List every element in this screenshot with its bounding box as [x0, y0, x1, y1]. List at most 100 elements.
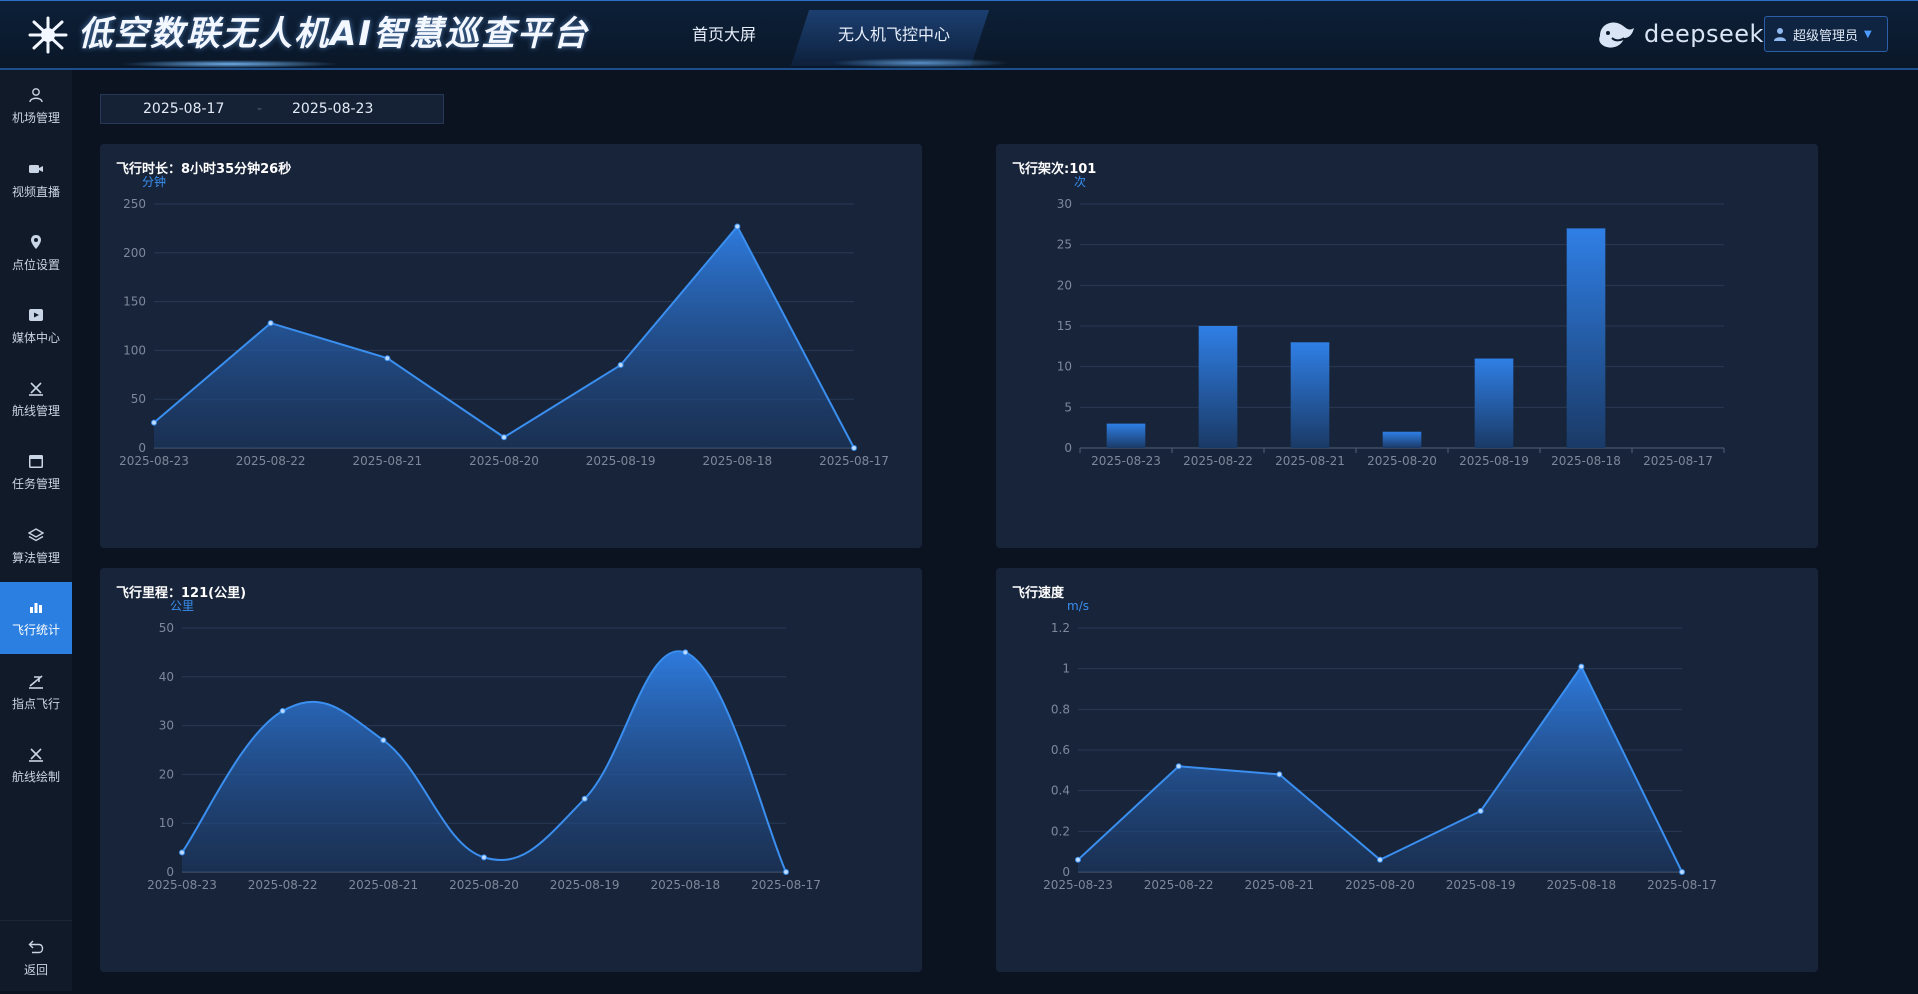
x-tick-label: 2025-08-19 — [586, 454, 656, 468]
chevron-down-icon: ▼ — [1864, 28, 1872, 40]
y-tick-label: 30 — [1057, 197, 1072, 211]
bar — [1106, 423, 1146, 448]
data-point — [179, 849, 185, 856]
y-tick-label: 40 — [159, 670, 174, 684]
x-tick-label: 2025-08-17 — [819, 454, 889, 468]
y-unit-label: m/s — [1067, 599, 1089, 613]
y-unit-label: 次 — [1074, 175, 1086, 189]
x-tick-label: 2025-08-20 — [469, 454, 539, 468]
chart-flight-sorties: 0 5 10 15 20 25 30次 2025-08-23 2025-08-22 2025-08… — [1057, 175, 1725, 468]
data-point — [682, 649, 689, 656]
x-tick-label: 2025-08-17 — [1647, 878, 1717, 892]
sidebar-item-label: 机场管理 — [11, 110, 60, 125]
bar-chart-icon — [30, 602, 42, 613]
sidebar-item-label: 媒体中心 — [11, 330, 60, 345]
y-tick-label: 20 — [1057, 278, 1072, 292]
pointer-flight-icon — [29, 674, 43, 689]
brand-name: deepseek — [1644, 20, 1764, 48]
chart-flight-distance: 0 10 20 30 40 50 公里 2025-08-23 2025-08-22 2025-08… — [147, 599, 821, 892]
bar — [1474, 358, 1514, 448]
nav-tab-flight-control[interactable]: 无人机飞控中心 — [838, 25, 951, 44]
layers-icon — [28, 527, 44, 541]
chart-title: 飞行架次:101 — [1012, 162, 1097, 177]
panel-flight-sorties: 0 5 10 15 20 25 30 次 2025-08-23 2025-08-22 2025-08… — [996, 144, 1818, 548]
sidebar-item-live-video[interactable]: 视频直播 — [0, 144, 72, 216]
sidebar-item-label: 航线管理 — [11, 403, 60, 418]
sidebar-item-label: 指点飞行 — [11, 696, 60, 711]
date-range-picker[interactable]: 2025-08-17 - 2025-08-23 — [100, 94, 444, 124]
date-range-end[interactable]: 2025-08-23 — [292, 101, 374, 117]
x-tick-label: 2025-08-22 — [1183, 454, 1253, 468]
bar — [1566, 228, 1606, 448]
data-point — [734, 223, 741, 230]
sidebar-item-route-drawing[interactable]: 航线绘制 — [0, 729, 72, 801]
sidebar-item-label: 航线绘制 — [11, 769, 60, 784]
panel-flight-speed: 0 0.2 0.4 0.6 0.8 1 1.2 m/s 2025-08-23 2025-08-22… — [996, 568, 1818, 972]
sidebar-item-label: 任务管理 — [11, 476, 60, 491]
data-point — [151, 419, 157, 426]
chart-flight-speed: 0 0.2 0.4 0.6 0.8 1 1.2 m/s 2025-08-23 2025-08-22… — [1043, 599, 1717, 892]
data-point — [783, 869, 789, 875]
sidebar-item-algorithm-management[interactable]: 算法管理 — [0, 510, 72, 582]
back-button[interactable]: 返回 — [0, 922, 72, 994]
sidebar-item-media-center[interactable]: 媒体中心 — [0, 290, 72, 362]
sidebar-item-point-flight[interactable]: 指点飞行 — [0, 656, 72, 728]
x-tick-label: 2025-08-21 — [352, 454, 422, 468]
panel-flight-duration: 0 50 100 150 200 250 分钟 2025-08-23 2025-08-22 202… — [100, 144, 922, 548]
y-tick-label: 200 — [123, 246, 146, 260]
x-tick-label: 2025-08-23 — [1091, 454, 1161, 468]
y-tick-label: 15 — [1057, 319, 1072, 333]
data-point — [1175, 763, 1182, 770]
sidebar-item-flight-statistics[interactable]: 飞行统计 — [0, 582, 72, 654]
area-fill — [154, 226, 854, 448]
y-tick-label: 0 — [1064, 441, 1072, 455]
x-tick-label: 2025-08-19 — [1459, 454, 1529, 468]
y-tick-label: 250 — [123, 197, 146, 211]
user-icon — [1774, 28, 1786, 41]
data-point — [1377, 856, 1383, 863]
area-fill — [1078, 666, 1682, 872]
y-tick-label: 20 — [159, 767, 174, 781]
calendar-icon — [29, 454, 43, 468]
whale-icon — [1599, 22, 1634, 48]
video-icon — [29, 164, 43, 173]
y-tick-label: 150 — [123, 295, 146, 309]
sidebar-item-point-settings[interactable]: 点位设置 — [0, 217, 72, 289]
drone-logo-icon — [28, 16, 68, 54]
data-point — [851, 445, 857, 451]
brand-logo: deepseek — [1594, 14, 1764, 54]
chart-title: 飞行时长：8小时35分钟26秒 — [116, 162, 292, 177]
user-menu[interactable]: 超级管理员 ▼ — [1764, 16, 1888, 52]
nav-tab-home-dashboard[interactable]: 首页大屏 — [692, 25, 757, 44]
return-icon — [28, 940, 44, 953]
y-tick-label: 1.2 — [1051, 621, 1070, 635]
sidebar: 机场管理 视频直播 点位设置 媒体中心 航线管理 任务管理 算法管理 飞行统计 … — [0, 70, 72, 991]
sidebar-item-route-management[interactable]: 航线管理 — [0, 363, 72, 435]
sidebar-item-airport[interactable]: 机场管理 — [0, 70, 72, 142]
x-tick-label: 2025-08-23 — [119, 454, 189, 468]
sidebar-item-label: 视频直播 — [11, 184, 60, 199]
x-tick-label: 2025-08-19 — [550, 878, 620, 892]
sidebar-divider — [0, 920, 72, 921]
x-tick-label: 2025-08-18 — [1551, 454, 1621, 468]
panel-flight-distance: 0 10 20 30 40 50 公里 2025-08-23 2025-08-22 2025-08… — [100, 568, 922, 972]
data-point — [267, 320, 274, 327]
y-tick-label: 0 — [138, 441, 146, 455]
x-tick-label: 2025-08-17 — [1643, 454, 1713, 468]
y-tick-label: 0.6 — [1051, 743, 1070, 757]
user-name: 超级管理员 — [1793, 28, 1859, 44]
date-range-start[interactable]: 2025-08-17 — [143, 101, 225, 117]
top-header: 低空数联无人机AI智慧巡查平台 首页大屏 无人机飞控中心 deepseek 超级… — [0, 0, 1918, 70]
y-tick-label: 0.8 — [1051, 702, 1070, 716]
y-tick-label: 0.2 — [1051, 824, 1070, 838]
data-point — [1578, 663, 1585, 670]
y-tick-label: 50 — [159, 621, 174, 635]
x-tick-label: 2025-08-21 — [1275, 454, 1345, 468]
drone-icon — [29, 381, 43, 396]
data-point — [1477, 808, 1484, 814]
bar — [1290, 342, 1330, 448]
date-range-separator: - — [257, 101, 263, 117]
sidebar-item-task-management[interactable]: 任务管理 — [0, 436, 72, 508]
data-point — [1075, 856, 1081, 863]
y-unit-label: 公里 — [170, 599, 194, 613]
